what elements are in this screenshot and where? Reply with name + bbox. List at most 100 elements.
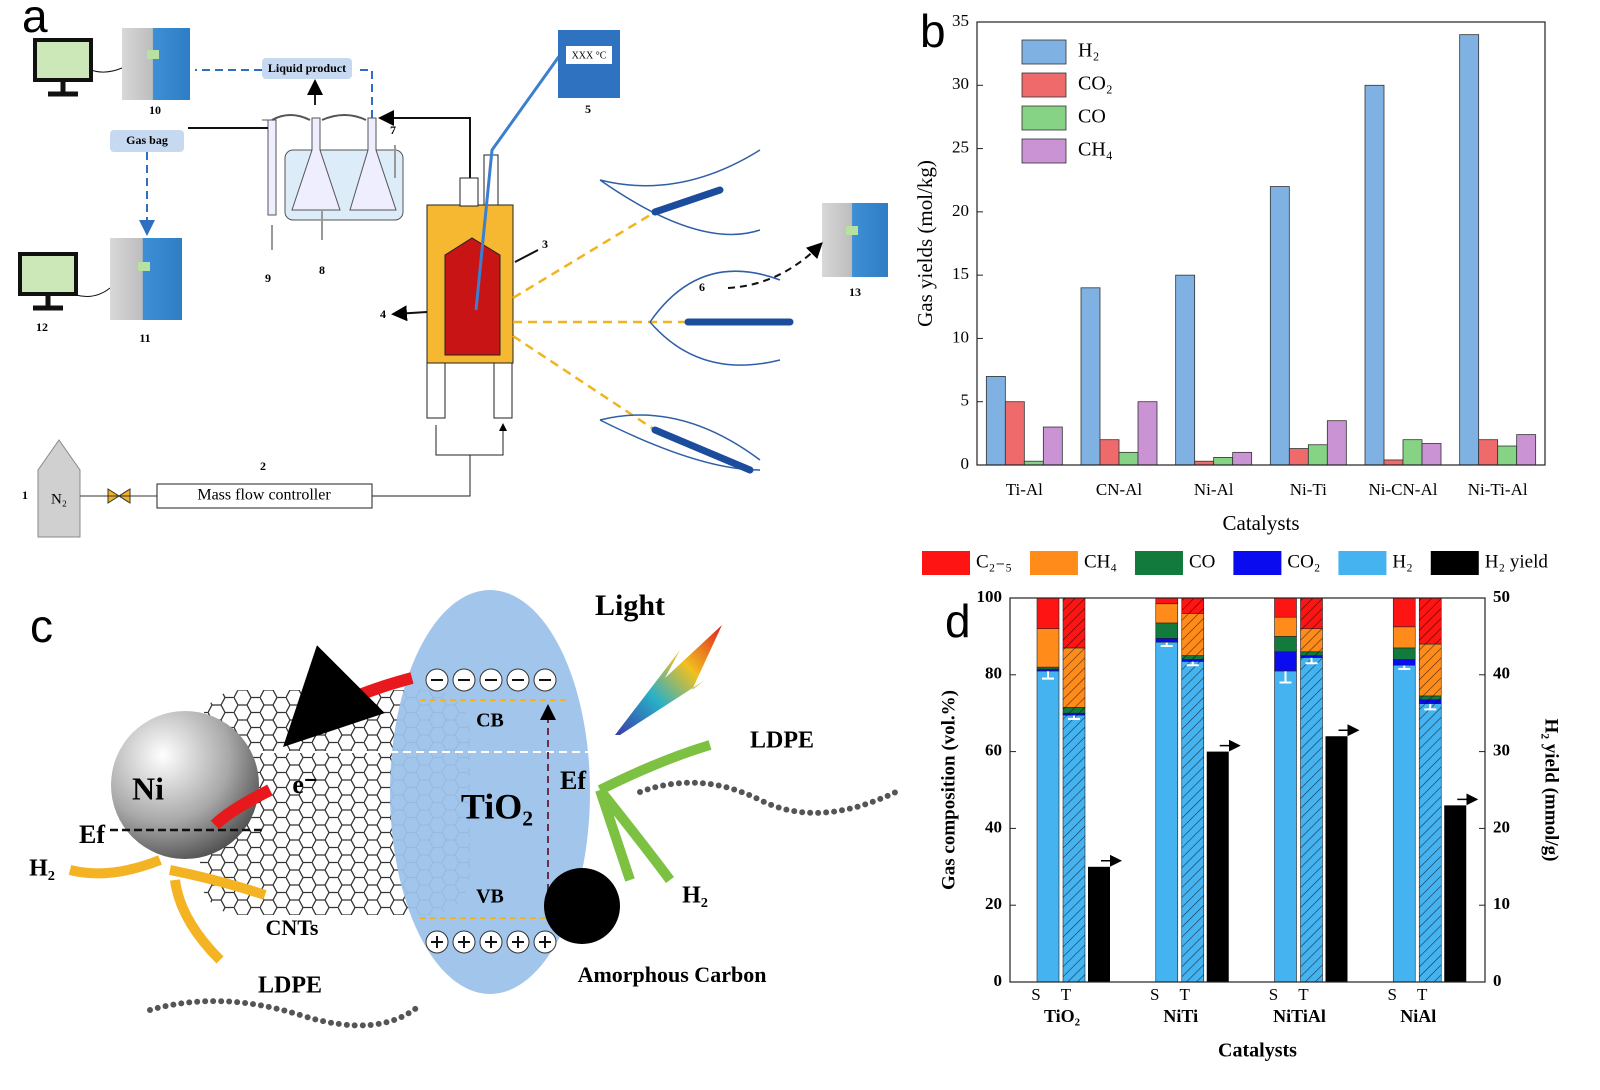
- electron-flow: [283, 645, 414, 747]
- feed-line: [372, 425, 503, 497]
- x-tick-label: Ni-Ti: [1290, 480, 1327, 499]
- legend-swatch: [1021, 39, 1067, 65]
- y-tick-label: 80: [985, 664, 1002, 683]
- y-tick-label: 25: [952, 137, 969, 156]
- bar: [1459, 34, 1480, 466]
- diagram-label: e⁻: [292, 770, 317, 799]
- hatch: [1181, 661, 1204, 982]
- legend-label: CO: [1189, 551, 1215, 572]
- y-axis-label: Gas composition (vol.%): [938, 690, 959, 890]
- diagram-label: LDPE: [258, 973, 322, 999]
- y-tick-label: 20: [985, 894, 1002, 913]
- hatch: [1181, 659, 1204, 662]
- legend-label: C₂₋₅: [976, 551, 1012, 572]
- component-number: 6: [699, 280, 705, 294]
- hatch: [1063, 598, 1085, 648]
- diagram-label: Ni: [132, 770, 164, 806]
- bar: [1269, 186, 1290, 466]
- hatch: [1300, 628, 1323, 652]
- hatch: [1300, 598, 1323, 629]
- outlet-arrow: [395, 249, 539, 314]
- hatch: [1419, 598, 1442, 645]
- x-tick-label: CN-Al: [1096, 480, 1143, 499]
- bar-segment: [1155, 638, 1179, 643]
- diagram-label: Ef: [560, 766, 586, 795]
- box-label: Liquid product: [268, 61, 346, 75]
- y2-tick-label: 50: [1493, 587, 1510, 606]
- bar-segment: [1274, 651, 1297, 672]
- bar-segment: [1274, 616, 1297, 637]
- diagram-label: CB: [476, 710, 504, 732]
- x-sub-label: T: [1417, 985, 1428, 1004]
- x-axis-label: Catalysts: [1218, 1040, 1297, 1062]
- display: [566, 46, 612, 64]
- yield-bar: [1088, 866, 1110, 982]
- diagram-label: H₂: [29, 856, 55, 882]
- hatch: [1063, 715, 1085, 982]
- bar: [1118, 451, 1139, 466]
- valve: [80, 488, 157, 504]
- gas-bag-box: [110, 130, 184, 152]
- bar-segment: [1155, 641, 1179, 983]
- chart-b: 0 5 10 15 20 25 30 35 Ti-Al CN-Al Ni-Al Ni-Ti Ni-CN-…: [913, 11, 1546, 535]
- hatch: [1419, 703, 1442, 982]
- hatch: [1419, 644, 1442, 696]
- component-number: 7: [390, 123, 396, 137]
- bar-segment: [1274, 597, 1297, 618]
- legend-swatch: [1021, 138, 1067, 164]
- bar: [1042, 426, 1063, 466]
- legend-swatch: [1338, 551, 1387, 575]
- component-number: 5: [585, 102, 591, 116]
- x-sub-label: S: [1031, 985, 1040, 1004]
- diagram-label: Amorphous Carbon: [578, 962, 767, 987]
- bar: [1099, 439, 1120, 466]
- hatch: [1063, 713, 1085, 716]
- bar-segment: [1155, 603, 1179, 624]
- hatch: [1300, 657, 1323, 982]
- analyzer-box: [822, 203, 888, 277]
- legend-swatch: [1021, 72, 1067, 98]
- bar-segment: [1155, 622, 1179, 639]
- bar: [1307, 444, 1328, 466]
- signal-arrow: [727, 242, 823, 289]
- analyzer-screen: [138, 262, 150, 271]
- polymer-chain: [637, 779, 903, 816]
- amorphous-carbon: [544, 868, 620, 944]
- yield-bar: [1325, 736, 1348, 982]
- x-tick-label: Ni-Ti-Al: [1468, 480, 1528, 499]
- y-tick-label: 0: [961, 454, 970, 473]
- h2-flow: [68, 855, 267, 964]
- panel-label: d: [945, 595, 971, 647]
- x-group-label: NiTiAl: [1273, 1006, 1326, 1026]
- analyzer-box: [122, 28, 190, 100]
- legend-label: CO₂: [1287, 551, 1320, 572]
- panel-label: c: [30, 600, 53, 652]
- bar: [1478, 439, 1499, 466]
- y2-tick-label: 30: [1493, 741, 1510, 760]
- thermocouple: [474, 54, 562, 311]
- hatch: [1181, 598, 1204, 614]
- panel-label: a: [22, 0, 48, 42]
- bar-segment: [1036, 628, 1060, 668]
- box-label: Gas bag: [126, 133, 168, 147]
- bar-segment: [1392, 597, 1416, 628]
- bar-segment: [1036, 670, 1060, 983]
- bar-segment: [1036, 597, 1060, 630]
- light-path: [512, 210, 690, 432]
- yield-bar: [1206, 751, 1229, 982]
- diagram-label: TiO₂: [461, 786, 533, 826]
- cable: [90, 67, 123, 73]
- y-tick-label: 0: [994, 971, 1003, 990]
- y2-tick-label: 10: [1493, 894, 1510, 913]
- cable: [75, 287, 111, 297]
- diagram-label: VB: [476, 886, 504, 908]
- monitor-stand: [33, 294, 63, 311]
- legend-swatch: [1134, 551, 1183, 575]
- dashed-flow: [147, 69, 373, 232]
- drain-arrow: [271, 145, 396, 250]
- bar: [1497, 445, 1518, 466]
- y2-tick-label: 0: [1493, 971, 1502, 990]
- x-tick-label: Ti-Al: [1006, 480, 1043, 499]
- bar: [1402, 439, 1423, 466]
- hatch: [1063, 647, 1085, 708]
